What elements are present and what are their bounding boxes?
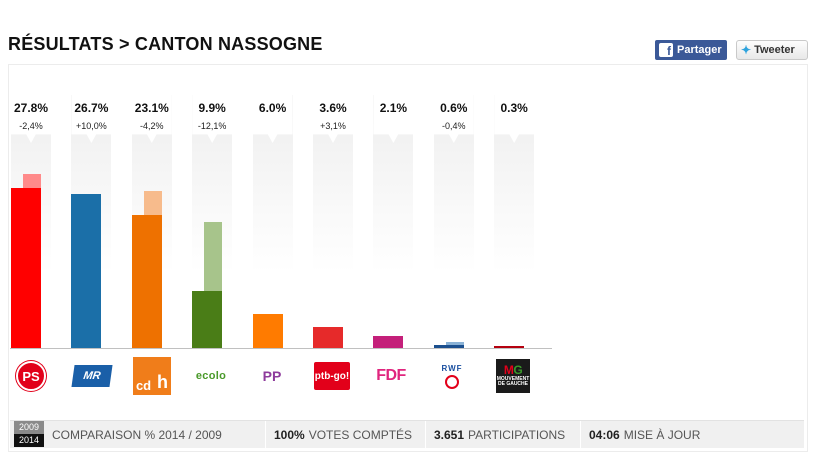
facebook-share-button[interactable]: f Partager	[655, 40, 727, 60]
party-logo-fdf[interactable]: FDF	[372, 357, 410, 395]
chart-baseline	[10, 348, 552, 349]
ps-logo-icon: PS	[16, 361, 46, 391]
percent-label-mr: 26.7%	[74, 101, 109, 115]
party-logo-mr[interactable]: MR	[71, 357, 113, 395]
difference-label-ecolo: -12,1%	[197, 121, 227, 131]
rwf-logo-text: RWF	[441, 363, 463, 373]
party-logo-ecolo[interactable]: ecolo	[192, 357, 230, 395]
party-logo-mg[interactable]: MG MOUVEMENT DE GAUCHE	[494, 357, 532, 395]
bar-2014-mr[interactable]	[71, 194, 102, 348]
bar-2014-mg[interactable]	[494, 346, 525, 348]
percent-label-ptb-go: 3.6%	[319, 101, 347, 115]
rwf-emblem-icon	[445, 374, 459, 389]
last-update-label: MISE À JOUR	[623, 427, 701, 442]
difference-label-cdh: -4,2%	[140, 121, 164, 131]
pp-logo-icon: PP	[262, 368, 282, 384]
ptb-logo-icon: ptb-go!	[314, 362, 350, 390]
percent-label-rwf: 0.6%	[440, 101, 468, 115]
bar-2014-ecolo[interactable]	[192, 291, 223, 348]
facebook-icon: f	[659, 43, 673, 57]
comparison-label: COMPARAISON % 2014 / 2009	[52, 427, 222, 442]
bar-2014-pp[interactable]	[252, 313, 283, 348]
year-2014-label[interactable]: 2014	[14, 433, 44, 447]
year-2009-label[interactable]: 2009	[14, 420, 44, 434]
last-update-value: 04:06	[589, 427, 620, 442]
difference-label-ptb-go: +3,1%	[320, 121, 346, 131]
mg-logo-icon: MG MOUVEMENT DE GAUCHE	[496, 359, 530, 393]
page-title: RÉSULTATS > CANTON NASSOGNE	[8, 34, 323, 54]
party-logo-cdh[interactable]: cd h	[133, 357, 171, 395]
ecolo-logo-icon: ecolo	[195, 370, 227, 382]
percent-label-ecolo: 9.9%	[198, 101, 226, 115]
mr-logo-icon: MR	[71, 365, 113, 387]
participations-value: 3.651	[434, 427, 465, 442]
party-logo-pp[interactable]: PP	[253, 357, 291, 395]
party-logo-rwf[interactable]: RWF	[433, 357, 471, 395]
percent-label-ps: 27.8%	[13, 101, 49, 115]
twitter-share-label: Tweeter	[754, 44, 795, 56]
percent-label-mg: 0.3%	[500, 101, 528, 115]
facebook-share-label: Partager	[677, 44, 722, 56]
twitter-bird-icon: ✦	[741, 43, 752, 57]
party-logo-ps[interactable]: PS	[12, 357, 50, 395]
participations-label: PARTICIPATIONS	[468, 427, 566, 442]
votes-counted-item: 100% VOTES COMPTÉS	[266, 420, 426, 449]
fdf-logo-icon: FDF	[376, 367, 406, 384]
percent-label-fdf: 2.1%	[379, 101, 408, 115]
cdh-logo-icon: cd h	[133, 357, 171, 395]
votes-counted-label: VOTES COMPTÉS	[308, 427, 413, 442]
results-footer: 2009 2014 COMPARAISON % 2014 / 2009 100%…	[10, 420, 804, 449]
votes-counted-value: 100%	[274, 427, 305, 442]
difference-label-ps: -2,4%	[19, 121, 43, 131]
party-logo-ptb[interactable]: ptb-go!	[313, 357, 351, 395]
participations-item: 3.651 PARTICIPATIONS	[426, 420, 581, 449]
bar-2014-fdf[interactable]	[373, 335, 404, 348]
difference-label-mr: +10,0%	[76, 121, 107, 131]
bar-2014-ps[interactable]	[11, 188, 41, 348]
percent-label-pp: 6.0%	[258, 101, 287, 115]
bar-2014-ptb-go[interactable]	[313, 327, 343, 348]
comparison-item: COMPARAISON % 2014 / 2009	[44, 420, 266, 449]
percent-label-cdh: 23.1%	[134, 101, 169, 115]
twitter-share-button[interactable]: ✦ Tweeter	[736, 40, 808, 60]
bar-2014-rwf[interactable]	[433, 344, 464, 348]
bar-2014-cdh[interactable]	[131, 215, 162, 348]
difference-label-rwf: -0,4%	[442, 121, 466, 131]
last-update-item: 04:06 MISE À JOUR	[581, 421, 708, 449]
year-toggle[interactable]: 2009 2014	[14, 420, 44, 449]
